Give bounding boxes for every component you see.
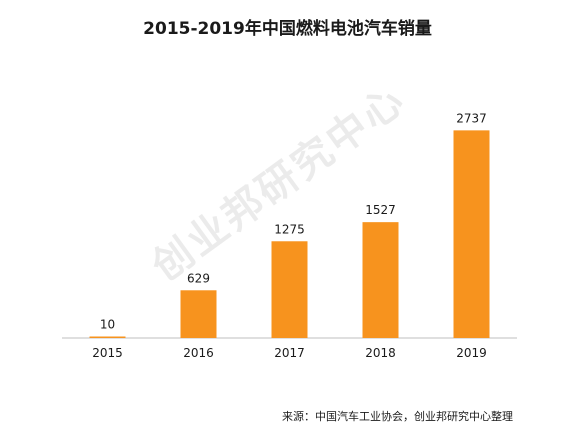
bar-2015 xyxy=(89,336,126,338)
bar-2019 xyxy=(453,130,490,338)
data-label-2017: 1275 xyxy=(274,222,305,236)
x-tick-label-2015: 2015 xyxy=(92,346,123,360)
bar-2016 xyxy=(180,290,217,338)
data-label-2019: 2737 xyxy=(456,111,487,125)
data-label-2018: 1527 xyxy=(365,203,396,217)
data-label-2015: 10 xyxy=(100,318,115,332)
x-tick-label-group: 2015 2016 2017 2018 2019 xyxy=(92,346,487,360)
bar-2017 xyxy=(271,241,308,338)
chart-title: 2015-2019年中国燃料电池汽车销量 xyxy=(143,19,432,39)
data-label-group: 10 629 1275 1527 2737 xyxy=(100,111,487,331)
x-tick-label-2019: 2019 xyxy=(456,346,487,360)
x-tick-label-2017: 2017 xyxy=(274,346,305,360)
source-note: 来源：中国汽车工业协会，创业邦研究中心整理 xyxy=(282,410,513,423)
x-tick-label-2016: 2016 xyxy=(183,346,214,360)
bar-2018 xyxy=(362,222,399,338)
data-label-2016: 629 xyxy=(187,271,210,285)
x-tick-label-2018: 2018 xyxy=(365,346,396,360)
bar-group xyxy=(89,130,490,338)
